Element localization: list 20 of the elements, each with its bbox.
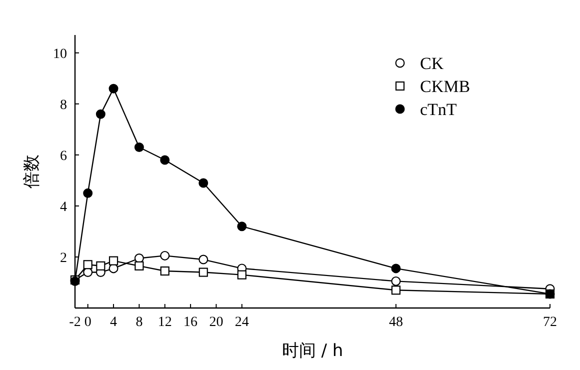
x-tick-label: 48 [388,315,403,330]
y-tick-label: 6 [60,148,67,164]
x-tick-label: 72 [543,315,557,330]
y-tick-label: 4 [60,200,67,215]
x-tick-label: 8 [136,315,143,330]
legend-label: CK [420,54,444,73]
x-tick-label: 12 [158,315,172,330]
y-tick-label: 8 [60,98,67,113]
y-tick-label: 10 [53,46,67,62]
x-tick-label: 16 [184,315,198,330]
x-axis-title: 时间 / h [282,341,344,361]
x-tick-label: -2 [69,315,81,330]
legend-label: cTnT [420,100,458,119]
legend-label: CKMB [420,77,470,96]
y-tick-label: 2 [60,250,67,266]
x-tick-label: 0 [84,315,92,330]
x-tick-label: 4 [110,315,118,330]
y-axis-title: 倍数 [22,154,42,188]
x-tick-label: 20 [209,315,224,330]
x-tick-label: 24 [234,315,249,330]
